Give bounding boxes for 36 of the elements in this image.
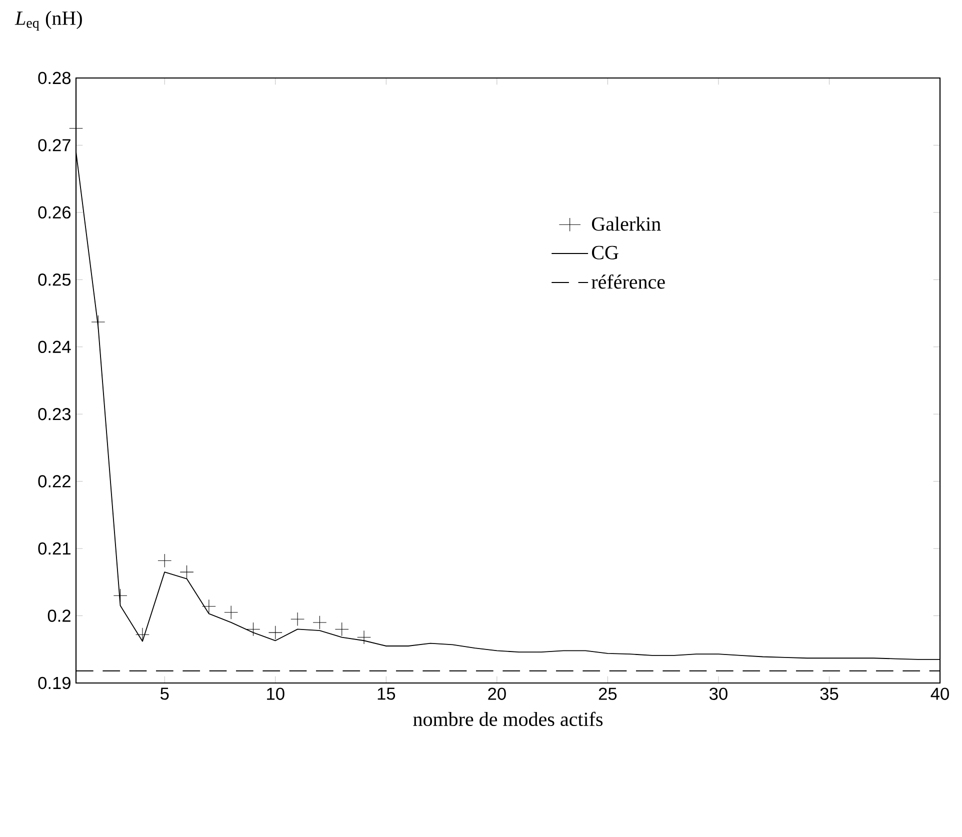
- point: [180, 565, 194, 580]
- point: [202, 599, 216, 614]
- y-tick-label: 0.21: [38, 542, 70, 555]
- x-tick-label: 40: [930, 688, 949, 700]
- y-tick-label: 0.23: [38, 408, 71, 420]
- point: [113, 588, 128, 603]
- point: [136, 628, 150, 642]
- point: [91, 315, 106, 329]
- legend-label: référence: [592, 274, 665, 289]
- point: [290, 612, 304, 626]
- legend-label: CG: [592, 246, 618, 260]
- x-tick-label: 5: [160, 688, 169, 700]
- y-tick-label: 0.26: [38, 206, 71, 219]
- y-tick-label: 0.24: [38, 340, 71, 354]
- point: [158, 554, 172, 568]
- x-tick-label: 10: [267, 688, 284, 700]
- point: [357, 630, 371, 644]
- legend-label: Galerkin: [592, 216, 661, 231]
- x-axis-title: nombre de modes actifs: [413, 712, 603, 726]
- y-tick-label: 0.27: [38, 139, 70, 152]
- x-tick-label: 30: [709, 688, 728, 700]
- x-tick-label: 35: [820, 688, 838, 700]
- x-tick-label: 25: [598, 688, 617, 700]
- x-tick-label: 15: [378, 688, 396, 700]
- x-tick-label: 20: [488, 688, 506, 700]
- y-tick-label: 0.2: [48, 610, 70, 622]
- y-tick-label: 0.25: [38, 274, 71, 286]
- y-tick-label: 0.19: [38, 676, 70, 690]
- point: [246, 622, 260, 636]
- point: [268, 626, 282, 640]
- y-axis-title: L$_{eq}$ (nH): [14, 10, 82, 31]
- point: [334, 622, 349, 636]
- y-tick-label: 0.28: [38, 72, 71, 84]
- y-tick-label: 0.22: [38, 475, 70, 488]
- point: [224, 605, 238, 620]
- point: [312, 616, 327, 630]
